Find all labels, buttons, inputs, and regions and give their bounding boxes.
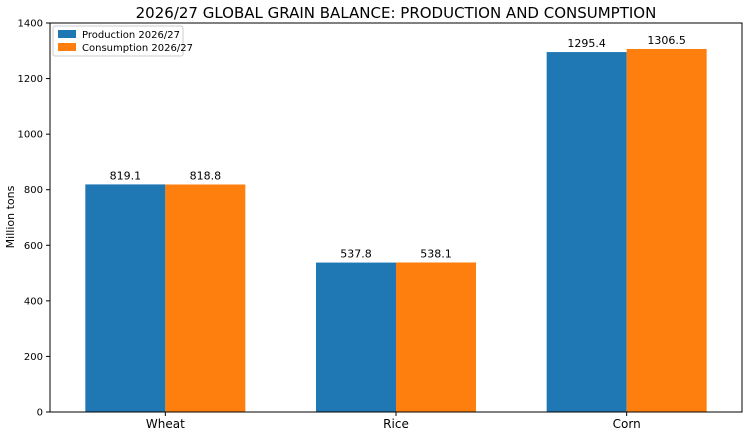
bar-production-rice	[316, 262, 396, 412]
chart-title: 2026/27 GLOBAL GRAIN BALANCE: PRODUCTION…	[136, 4, 657, 22]
y-tick-label: 200	[24, 352, 43, 363]
y-tick-label: 1200	[18, 74, 43, 85]
legend-box	[52, 25, 184, 57]
data-label: 537.8	[340, 248, 372, 261]
bar-consumption-wheat	[165, 184, 246, 412]
y-tick-label: 400	[24, 296, 43, 307]
bar-production-corn	[546, 52, 627, 413]
legend-label: Consumption 2026/27	[82, 43, 193, 54]
bar-production-wheat	[85, 184, 166, 412]
y-tick-label: 0	[37, 408, 43, 419]
bar-consumption-corn	[626, 48, 707, 412]
bar-consumption-rice	[396, 262, 476, 412]
y-axis-label: Million tons	[4, 185, 17, 248]
data-label: 819.1	[110, 169, 142, 182]
x-tick-label: Rice	[383, 417, 409, 431]
data-label: 538.1	[420, 247, 452, 260]
y-tick-label: 800	[24, 185, 43, 196]
y-tick-label: 1400	[18, 19, 43, 30]
legend: Production 2026/27 Consumption 2026/27	[52, 25, 193, 57]
legend-swatch	[58, 43, 76, 51]
legend-swatch	[58, 30, 76, 38]
x-tick-label: Wheat	[146, 417, 185, 431]
data-label: 818.8	[190, 169, 222, 182]
y-tick-label: 600	[24, 241, 43, 252]
data-label: 1295.4	[567, 37, 606, 50]
legend-label: Production 2026/27	[82, 30, 180, 41]
x-tick-label: Corn	[613, 417, 641, 431]
y-tick-label: 1000	[18, 130, 43, 141]
data-label: 1306.5	[647, 34, 686, 47]
plot-area: 819.1 537.8 1295.4 818.8 538.1 1306.5 0 200 400 6…	[18, 19, 743, 431]
